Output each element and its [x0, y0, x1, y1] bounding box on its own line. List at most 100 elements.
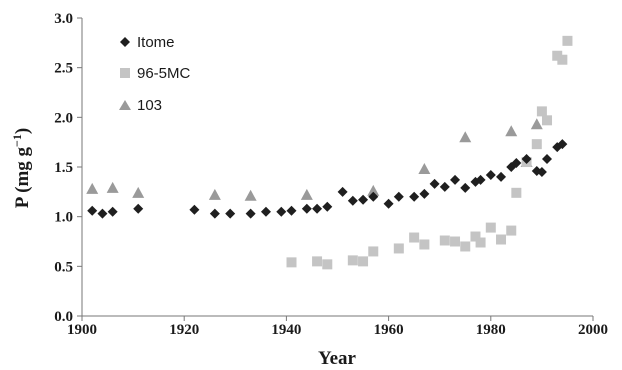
data-point-square — [557, 54, 568, 65]
y-tick-label: 3.0 — [54, 11, 73, 27]
data-point-diamond — [276, 206, 287, 217]
data-point-diamond — [368, 191, 379, 202]
data-point-square — [542, 115, 553, 126]
legend-item-103: 103 — [119, 97, 162, 114]
data-point-square — [450, 236, 461, 247]
data-point-square — [419, 239, 430, 250]
data-point-diamond — [557, 139, 568, 150]
legend-label-itome: Itome — [137, 34, 175, 51]
legend-square-marker — [120, 68, 130, 78]
x-tick-label: 1940 — [271, 322, 301, 338]
data-point-triangle — [418, 162, 431, 174]
data-point-diamond — [536, 166, 547, 177]
data-point-square — [439, 235, 450, 246]
data-point-diamond — [383, 198, 394, 209]
data-point-diamond — [225, 208, 236, 219]
data-point-triangle — [505, 125, 518, 137]
data-point-square — [368, 246, 379, 257]
data-point-triangle — [367, 184, 380, 196]
data-point-diamond — [286, 205, 297, 216]
x-tick-label: 1960 — [374, 322, 404, 338]
data-point-triangle — [530, 118, 543, 130]
y-tick-label: 1.0 — [54, 210, 73, 226]
data-point-triangle — [106, 181, 119, 193]
data-point-diamond — [419, 188, 430, 199]
data-point-diamond — [358, 194, 369, 205]
data-point-square — [485, 222, 496, 233]
data-point-diamond — [450, 174, 461, 185]
data-point-diamond — [485, 169, 496, 180]
legend-label-103: 103 — [137, 97, 162, 114]
data-point-triangle — [132, 186, 145, 198]
data-point-diamond — [475, 174, 486, 185]
x-axis-title: Year — [318, 348, 357, 369]
data-point-triangle — [208, 188, 221, 200]
data-point-diamond — [87, 205, 98, 216]
x-tick-label: 1980 — [476, 322, 506, 338]
x-tick-label: 1900 — [67, 322, 97, 338]
series-96-5mc — [286, 35, 573, 270]
x-ticks: 1900 1920 1940 1960 1980 2000 — [67, 316, 608, 338]
data-point-diamond — [429, 178, 440, 189]
data-point-triangle — [459, 131, 472, 143]
data-point-diamond — [460, 182, 471, 193]
data-point-diamond — [312, 203, 323, 214]
data-point-square — [393, 243, 404, 254]
data-point-diamond — [209, 208, 220, 219]
legend-item-96-5mc: 96-5MC — [120, 65, 191, 82]
data-point-square — [506, 225, 517, 236]
data-point-diamond — [496, 171, 507, 182]
data-point-square — [347, 255, 358, 266]
data-point-diamond — [521, 154, 532, 165]
data-point-diamond — [393, 191, 404, 202]
data-point-square — [409, 232, 420, 243]
data-point-diamond — [260, 206, 271, 217]
y-tick-label: 0.5 — [54, 259, 73, 275]
data-point-diamond — [337, 186, 348, 197]
data-point-diamond — [301, 203, 312, 214]
x-tick-label: 1920 — [169, 322, 199, 338]
series-itome — [87, 139, 568, 219]
data-point-diamond — [97, 208, 108, 219]
data-point-square — [358, 256, 369, 267]
data-point-diamond — [107, 206, 118, 217]
data-point-square — [536, 106, 547, 117]
legend-diamond-marker — [120, 37, 130, 47]
data-point-square — [470, 231, 481, 242]
data-point-square — [322, 259, 333, 270]
data-point-square — [286, 257, 297, 268]
y-tick-label: 2.5 — [54, 61, 73, 77]
data-point-square — [552, 50, 563, 61]
legend-item-itome: Itome — [120, 34, 175, 51]
y-tick-label: 2.0 — [54, 110, 73, 126]
data-point-square — [562, 35, 573, 46]
data-point-triangle — [244, 189, 257, 201]
data-point-diamond — [439, 181, 450, 192]
data-point-square — [460, 241, 471, 252]
data-point-square — [531, 139, 542, 150]
data-point-diamond — [347, 195, 358, 206]
data-point-diamond — [409, 191, 420, 202]
legend-triangle-marker — [119, 100, 131, 110]
y-axis-title: P (mg g−1) — [10, 128, 33, 208]
y-tick-label: 0.0 — [54, 309, 73, 325]
data-point-triangle — [300, 188, 313, 200]
data-point-square — [511, 187, 522, 198]
data-point-diamond — [133, 203, 144, 214]
legend: Itome 96-5MC 103 — [119, 34, 191, 114]
data-point-diamond — [511, 158, 522, 169]
plot-marks — [86, 35, 573, 270]
data-point-diamond — [245, 208, 256, 219]
data-point-diamond — [189, 204, 200, 215]
x-tick-label: 2000 — [578, 322, 608, 338]
data-point-diamond — [322, 201, 333, 212]
data-point-diamond — [542, 154, 553, 165]
data-point-square — [312, 256, 323, 267]
legend-label-96-5mc: 96-5MC — [137, 65, 191, 82]
data-point-triangle — [86, 182, 99, 194]
series-103 — [86, 118, 543, 201]
data-point-square — [496, 234, 507, 245]
data-point-square — [475, 237, 486, 248]
y-tick-label: 1.5 — [54, 160, 73, 176]
